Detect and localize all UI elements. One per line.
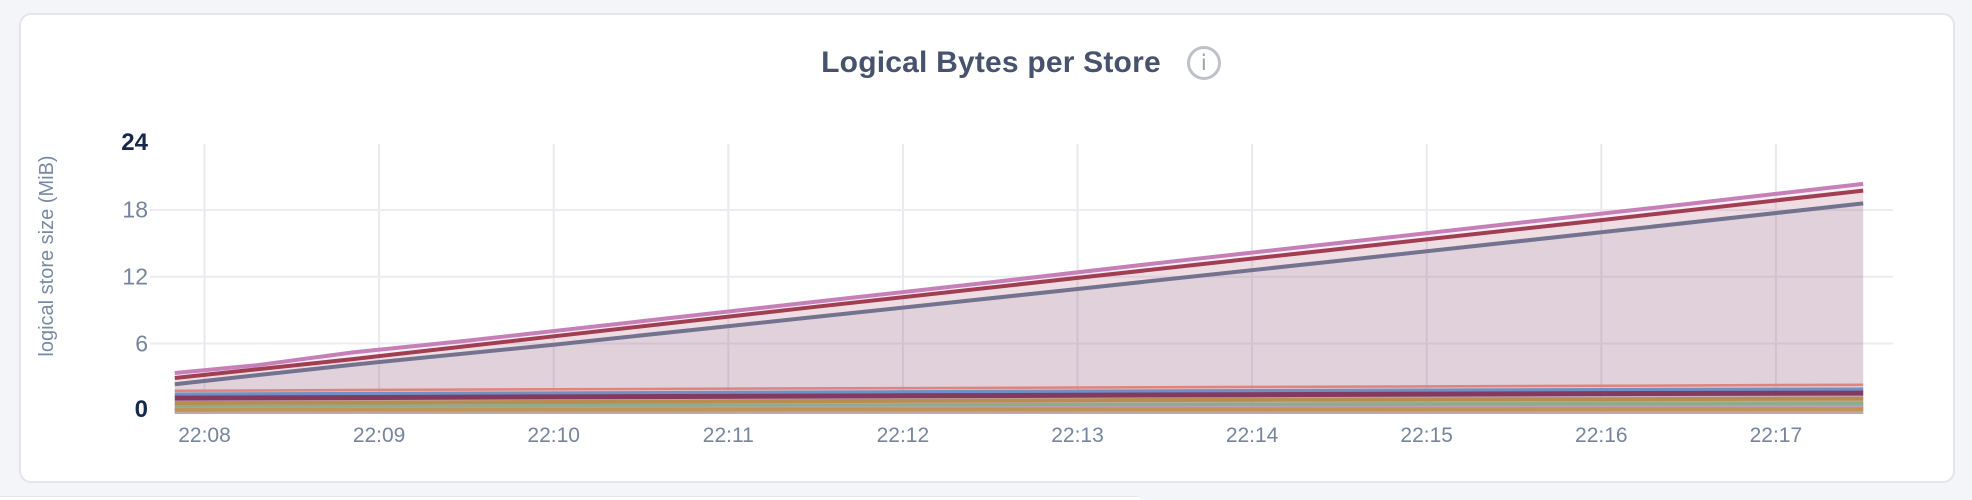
- y-tick-label: 0: [134, 396, 148, 424]
- y-tick-label: 18: [122, 196, 148, 223]
- x-tick-label: 22:13: [1051, 424, 1104, 447]
- y-tick-label: 6: [135, 330, 148, 357]
- x-tick-label: 22:14: [1225, 424, 1279, 447]
- y-tick-label: 12: [122, 263, 148, 290]
- x-tick-label: 22:09: [352, 424, 406, 447]
- info-icon[interactable]: i: [1186, 46, 1221, 80]
- x-tick-label: 22:12: [876, 424, 930, 447]
- x-tick-label: 22:10: [527, 424, 580, 447]
- x-tick-label: 22:08: [178, 424, 231, 447]
- x-tick-label: 22:17: [1749, 424, 1803, 447]
- x-tick-label: 22:11: [702, 424, 754, 447]
- chart-header: Logical Bytes per Store i: [150, 46, 1892, 80]
- info-icon-glyph: i: [1200, 51, 1207, 75]
- plot-area[interactable]: [150, 144, 1893, 412]
- x-tick-label: 22:15: [1400, 424, 1453, 447]
- x-tick-label: 22:16: [1575, 424, 1628, 447]
- chart-title: Logical Bytes per Store: [821, 46, 1161, 79]
- next-card-edge: [0, 496, 1140, 500]
- y-tick-label: 24: [121, 129, 148, 157]
